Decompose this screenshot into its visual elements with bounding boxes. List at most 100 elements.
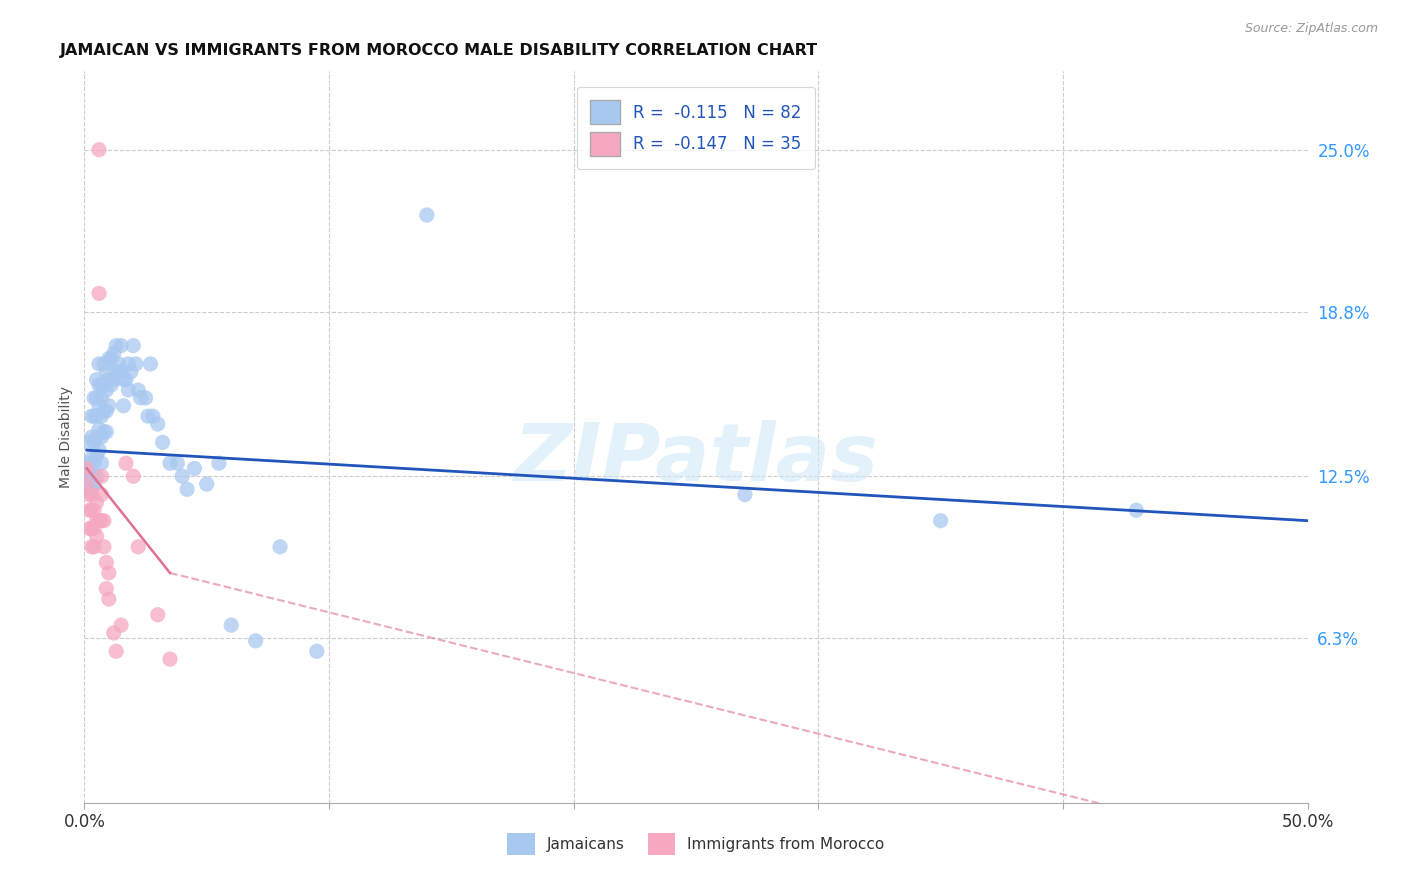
Point bbox=[87, 399, 110, 413]
Point bbox=[77, 521, 100, 535]
Point bbox=[90, 514, 112, 528]
Point bbox=[103, 373, 125, 387]
Point bbox=[83, 435, 105, 450]
Point bbox=[172, 469, 194, 483]
Point bbox=[87, 143, 110, 157]
Point bbox=[135, 391, 157, 405]
Point bbox=[96, 582, 118, 596]
Point bbox=[112, 373, 135, 387]
Point bbox=[87, 357, 110, 371]
Point bbox=[100, 377, 122, 392]
Point bbox=[929, 514, 952, 528]
Point bbox=[77, 487, 100, 501]
Point bbox=[97, 592, 120, 607]
Point bbox=[105, 644, 128, 658]
Point bbox=[195, 477, 218, 491]
Point bbox=[152, 435, 174, 450]
Point bbox=[80, 450, 103, 465]
Point bbox=[97, 373, 120, 387]
Point bbox=[86, 430, 108, 444]
Point bbox=[76, 469, 98, 483]
Point bbox=[166, 456, 188, 470]
Text: JAMAICAN VS IMMIGRANTS FROM MOROCCO MALE DISABILITY CORRELATION CHART: JAMAICAN VS IMMIGRANTS FROM MOROCCO MALE… bbox=[60, 43, 818, 58]
Point bbox=[110, 618, 132, 632]
Point bbox=[77, 503, 100, 517]
Point bbox=[76, 461, 98, 475]
Point bbox=[80, 503, 103, 517]
Point bbox=[80, 487, 103, 501]
Point bbox=[97, 566, 120, 580]
Point bbox=[86, 514, 108, 528]
Point bbox=[142, 409, 165, 424]
Point bbox=[90, 469, 112, 483]
Point bbox=[83, 391, 105, 405]
Y-axis label: Male Disability: Male Disability bbox=[59, 386, 73, 488]
Point bbox=[176, 483, 198, 497]
Point bbox=[269, 540, 291, 554]
Point bbox=[183, 461, 205, 475]
Point bbox=[77, 483, 100, 497]
Point bbox=[90, 487, 112, 501]
Point bbox=[146, 607, 169, 622]
Point bbox=[127, 383, 149, 397]
Point bbox=[110, 339, 132, 353]
Point bbox=[117, 383, 139, 397]
Legend: Jamaicans, Immigrants from Morocco: Jamaicans, Immigrants from Morocco bbox=[501, 827, 891, 861]
Point bbox=[87, 286, 110, 301]
Point bbox=[208, 456, 231, 470]
Point bbox=[115, 373, 138, 387]
Point bbox=[416, 208, 439, 222]
Point bbox=[105, 339, 128, 353]
Point bbox=[90, 391, 112, 405]
Point bbox=[97, 399, 120, 413]
Point bbox=[76, 456, 98, 470]
Point bbox=[83, 477, 105, 491]
Point bbox=[83, 540, 105, 554]
Point bbox=[87, 377, 110, 392]
Point bbox=[80, 483, 103, 497]
Point bbox=[90, 377, 112, 392]
Point bbox=[115, 456, 138, 470]
Point bbox=[1125, 503, 1147, 517]
Point bbox=[305, 644, 328, 658]
Point bbox=[112, 399, 135, 413]
Point bbox=[87, 514, 110, 528]
Point bbox=[159, 652, 181, 666]
Point bbox=[87, 422, 110, 436]
Point bbox=[107, 357, 129, 371]
Point bbox=[80, 430, 103, 444]
Point bbox=[97, 351, 120, 366]
Point bbox=[83, 503, 105, 517]
Point bbox=[734, 487, 756, 501]
Point bbox=[80, 409, 103, 424]
Point bbox=[103, 626, 125, 640]
Point bbox=[146, 417, 169, 431]
Point bbox=[96, 365, 118, 379]
Point bbox=[83, 409, 105, 424]
Point bbox=[96, 383, 118, 397]
Point bbox=[93, 377, 115, 392]
Point bbox=[93, 404, 115, 418]
Point bbox=[77, 461, 100, 475]
Point bbox=[80, 521, 103, 535]
Point bbox=[96, 425, 118, 439]
Point bbox=[86, 448, 108, 462]
Point bbox=[86, 409, 108, 424]
Point bbox=[87, 443, 110, 458]
Point bbox=[125, 357, 148, 371]
Point bbox=[83, 456, 105, 470]
Point bbox=[90, 456, 112, 470]
Point bbox=[93, 540, 115, 554]
Point bbox=[120, 365, 142, 379]
Point bbox=[83, 521, 105, 535]
Point bbox=[159, 456, 181, 470]
Point bbox=[93, 514, 115, 528]
Point bbox=[136, 409, 159, 424]
Point bbox=[122, 469, 145, 483]
Point bbox=[245, 633, 267, 648]
Point bbox=[105, 365, 128, 379]
Point bbox=[96, 404, 118, 418]
Point bbox=[103, 346, 125, 360]
Point bbox=[129, 391, 152, 405]
Point bbox=[219, 618, 242, 632]
